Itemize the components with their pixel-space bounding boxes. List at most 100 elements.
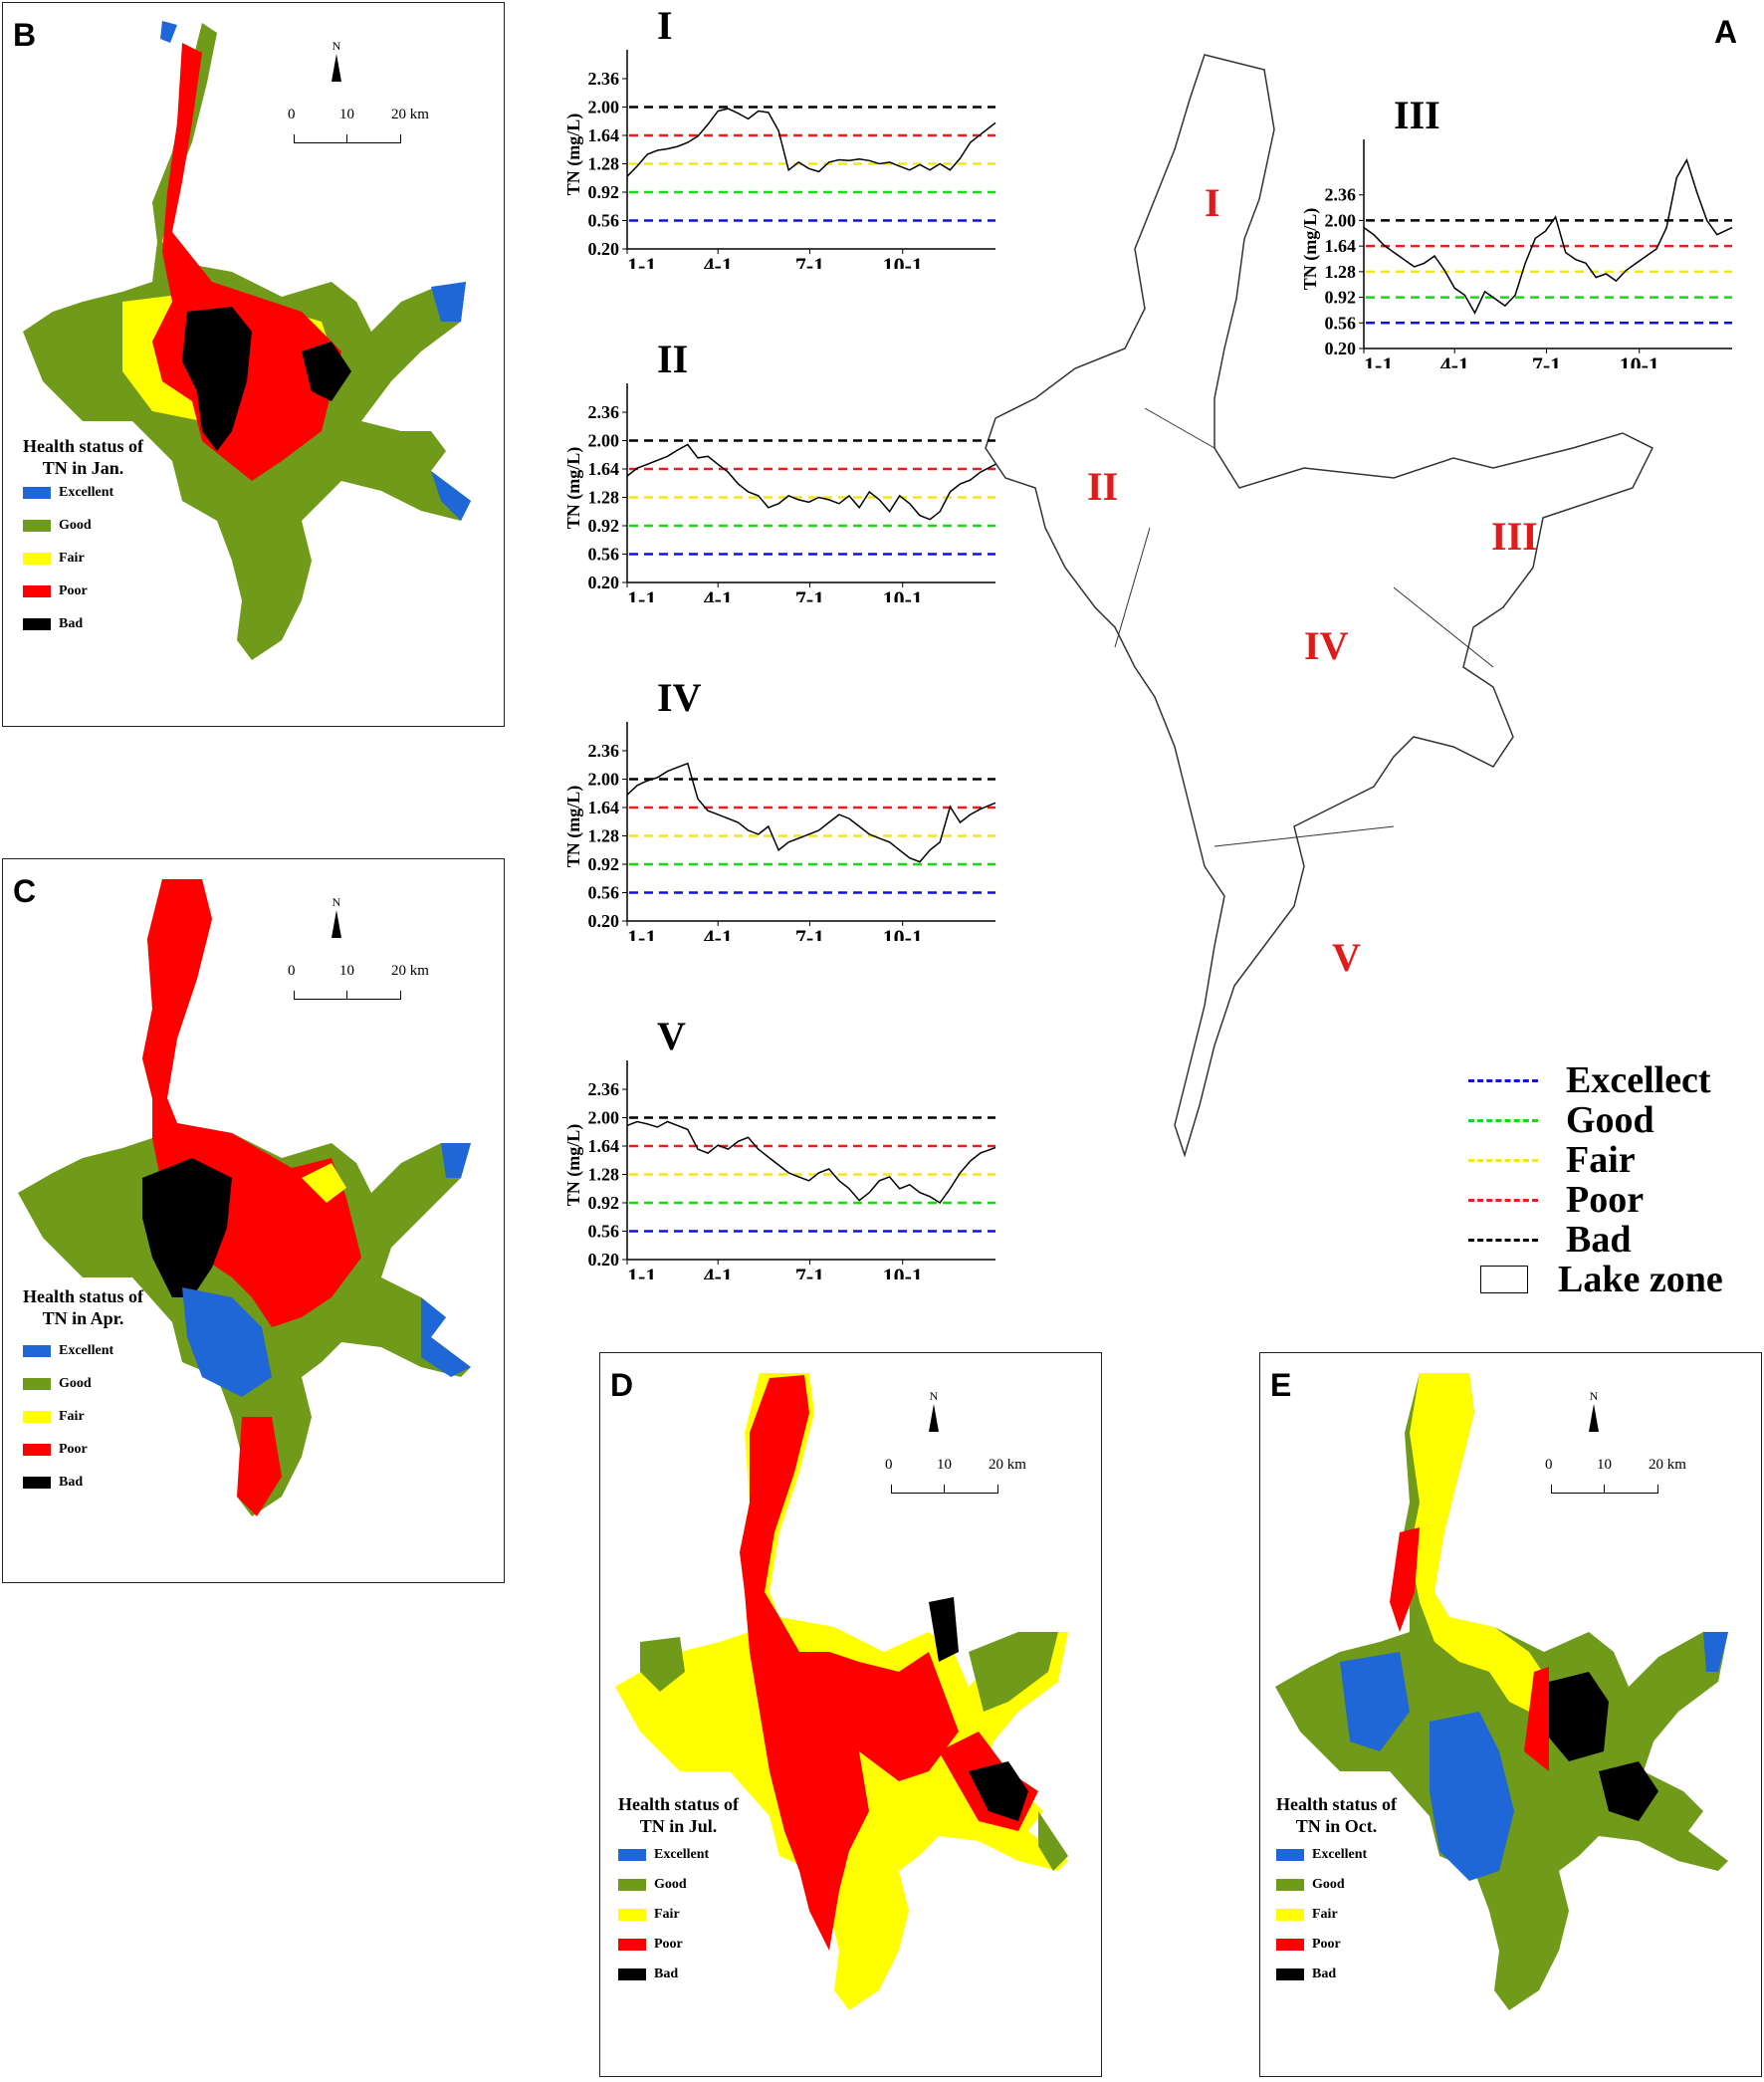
map-legend-item: Poor	[618, 1937, 683, 1953]
map-legend-item: Fair	[1276, 1907, 1338, 1923]
chart-zone-iv: IV 0.20 0.56 0.92 1.28 1.64 2.00 2.36 1-1 4-1 7-1…	[557, 672, 1005, 950]
map-legend-title-line2: TN in Oct.	[1295, 1816, 1378, 1836]
y-axis-label: TN (mg/L)	[563, 786, 584, 868]
scale-tick-0: 0	[288, 107, 296, 122]
threshold-legend: Excellect Good Fair Poor Bad Lake zone	[1468, 1059, 1723, 1300]
legend-swatch	[618, 1849, 646, 1861]
y-tick-label: 2.00	[1325, 210, 1357, 230]
map-legend-title-line2: TN in Jan.	[42, 458, 124, 478]
map-legend-title-line2: TN in Jul.	[639, 1816, 718, 1836]
lake-outline-path	[985, 54, 1654, 1158]
y-tick-label: 1.28	[588, 488, 620, 508]
tn-series-line	[626, 443, 996, 521]
y-tick-label: 2.00	[588, 431, 620, 451]
legend-label: Poor	[1566, 1179, 1645, 1221]
x-tick-label: 1-1	[627, 586, 656, 602]
chart-title: III	[1394, 93, 1440, 137]
map-legend-item: Excellent	[23, 485, 113, 501]
chart-title: V	[657, 1014, 686, 1058]
y-tick-label: 1.64	[588, 125, 620, 145]
lake-bad-jul	[929, 1597, 959, 1662]
map-panel-oct: E N 0 10 20 km Health status of TN in Oc…	[1259, 1352, 1762, 2077]
lake-fill-oct	[1275, 1373, 1728, 2010]
legend-label: Good	[1312, 1877, 1345, 1892]
north-label: N	[331, 895, 341, 909]
north-label: N	[331, 39, 341, 53]
map-legend-item: Good	[1276, 1877, 1345, 1893]
zone-label-ii: II	[1087, 464, 1119, 509]
legend-swatch	[23, 553, 51, 565]
y-tick-label: 1.64	[588, 459, 620, 479]
x-tick-label: 4-1	[704, 1264, 733, 1279]
scale-mid-tick	[346, 991, 347, 999]
lake-excellent-apr-2	[421, 1297, 471, 1377]
panel-letter-d: D	[610, 1367, 634, 1403]
map-legend-title-line1: Health status of	[23, 436, 143, 456]
legend-label: Poor	[654, 1937, 683, 1952]
lake-bad-oct-2	[1599, 1761, 1658, 1821]
legend-swatch	[23, 1378, 51, 1390]
y-tick-label: 0.56	[588, 1222, 620, 1242]
x-tick-label: 4-1	[704, 925, 733, 941]
y-axis-label: TN (mg/L)	[563, 447, 584, 530]
chart-title: II	[657, 337, 689, 381]
north-arrow-icon	[331, 54, 341, 82]
map-legend-item: Bad	[1276, 1966, 1336, 1982]
y-tick-label: 1.64	[588, 798, 620, 817]
legend-label: Excellent	[59, 485, 114, 500]
scale-line	[294, 991, 401, 1000]
lake-map-jul	[615, 1373, 1068, 2010]
y-tick-label: 0.92	[588, 182, 620, 202]
scale-bar-jan: 0 10 20 km	[288, 107, 431, 146]
map-legend-item: Good	[23, 518, 92, 534]
y-tick-label: 0.92	[588, 1193, 620, 1213]
map-legend-item: Fair	[618, 1907, 680, 1923]
lake-excellent-apr-3	[441, 1143, 471, 1178]
x-tick-label: 7-1	[795, 253, 824, 269]
legend-label: Good	[1566, 1099, 1654, 1141]
lake-zone-outline	[985, 54, 1654, 1158]
north-arrow-apr: N	[331, 895, 341, 938]
north-arrow-icon	[331, 910, 341, 938]
legend-label: Poor	[59, 1442, 88, 1457]
lake-map-apr	[18, 879, 471, 1516]
y-tick-label: 2.36	[1325, 185, 1357, 205]
chart-svg-v: 0.20 0.56 0.92 1.28 1.64 2.00 2.36 1-1 4-1 7-1 10-…	[563, 1060, 996, 1288]
lake-poor-jul	[740, 1375, 959, 1951]
legend-swatch	[1276, 1939, 1304, 1951]
legend-swatch	[1276, 1849, 1304, 1861]
y-tick-label: 2.00	[588, 98, 620, 117]
legend-swatch	[618, 1909, 646, 1921]
y-tick-label: 0.20	[588, 239, 620, 259]
legend-swatch	[23, 1444, 51, 1456]
x-tick-label: 4-1	[704, 586, 733, 602]
lake-excellent-oct-2	[1340, 1652, 1410, 1751]
lake-excellent-oct	[1430, 1712, 1514, 1881]
chart-svg-iii: 0.20 0.56 0.92 1.28 1.64 2.00 2.36 1-1 4-1 7-1 10-…	[1300, 139, 1733, 377]
map-legend-item: Poor	[23, 1442, 88, 1458]
scale-tick-20: 20 km	[1649, 1457, 1686, 1473]
x-tick-label: 10-1	[883, 925, 923, 941]
scale-line	[1551, 1485, 1658, 1494]
scale-tick-10: 10	[339, 963, 354, 979]
x-tick-label: 10-1	[883, 253, 923, 269]
zone-label-i: I	[1205, 180, 1220, 225]
north-arrow-jan: N	[331, 39, 341, 82]
legend-label: Excellect	[1566, 1059, 1711, 1101]
lake-excellent-apr	[182, 1287, 272, 1397]
tn-series-line	[1363, 157, 1733, 315]
legend-label: Bad	[1312, 1966, 1337, 1981]
zone-divider-1	[1144, 407, 1215, 449]
threshold-legend-item: Poor	[1468, 1179, 1723, 1221]
map-panel-apr: C N 0 10 20 km Health status of TN in Ap…	[2, 858, 505, 1583]
panel-letter-a: A	[1714, 14, 1738, 50]
legend-swatch	[618, 1879, 646, 1891]
chart-zone-iii: III 0.20 0.56 0.92 1.28 1.64 2.00 2.36 1-1 4-1 7-…	[1294, 90, 1742, 377]
y-tick-label: 2.00	[588, 770, 620, 790]
legend-label: Bad	[59, 616, 84, 631]
chart-svg-ii: 0.20 0.56 0.92 1.28 1.64 2.00 2.36 1-1 4-1 7-1 10-…	[563, 383, 996, 611]
map-legend-item: Excellent	[618, 1847, 709, 1863]
y-axis-label: TN (mg/L)	[1300, 208, 1321, 291]
lake-poor-apr-2	[237, 1417, 282, 1516]
y-tick-label: 0.20	[588, 573, 620, 592]
